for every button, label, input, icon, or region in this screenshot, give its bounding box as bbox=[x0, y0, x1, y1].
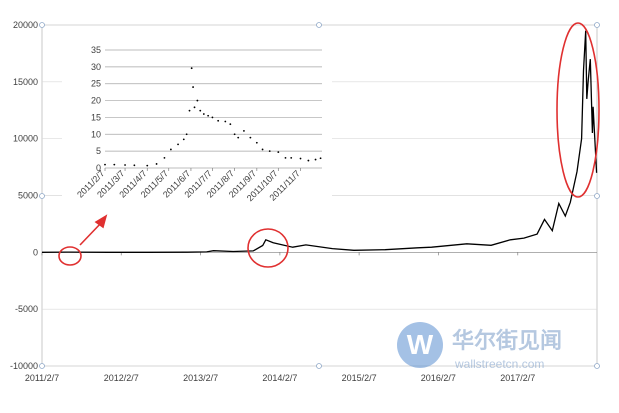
price-point bbox=[202, 113, 205, 115]
price-point bbox=[185, 133, 188, 136]
price-point bbox=[314, 158, 317, 161]
price-point bbox=[199, 109, 202, 112]
price-point bbox=[177, 143, 179, 146]
y-tick-label: 25 bbox=[91, 79, 101, 89]
inset-background bbox=[62, 38, 332, 233]
x-tick-label: 2012/2/7 bbox=[104, 373, 139, 383]
x-tick-label: 2013/2/7 bbox=[183, 373, 218, 383]
price-point bbox=[182, 138, 185, 141]
x-tick-label: 2011/2/7 bbox=[25, 373, 59, 383]
price-point bbox=[211, 116, 214, 119]
price-point bbox=[196, 99, 199, 102]
arrow-head bbox=[94, 214, 108, 229]
price-point bbox=[237, 136, 240, 139]
y-tick-label: 10 bbox=[91, 129, 101, 139]
price-point bbox=[299, 157, 302, 160]
price-point bbox=[290, 156, 293, 159]
watermark-title: 华尔街见闻 bbox=[452, 328, 562, 353]
y-tick-label: -10000 bbox=[10, 361, 38, 371]
price-point bbox=[207, 114, 210, 117]
price-line bbox=[41, 30, 598, 253]
price-point bbox=[155, 163, 158, 165]
y-tick-label: 20 bbox=[91, 96, 101, 106]
y-tick-label: 10000 bbox=[13, 134, 38, 144]
price-point bbox=[217, 119, 220, 122]
y-tick-label: 30 bbox=[91, 62, 101, 72]
watermark: W 华尔街见闻 wallstreetcn.com bbox=[397, 322, 562, 371]
price-point bbox=[233, 133, 236, 136]
y-tick-label: 5 bbox=[96, 146, 101, 156]
price-point bbox=[113, 163, 116, 166]
price-point bbox=[249, 136, 252, 139]
price-point bbox=[255, 141, 258, 144]
highlight-circle bbox=[556, 22, 600, 198]
y-tick-label: 15000 bbox=[13, 77, 38, 87]
y-tick-label: 35 bbox=[91, 45, 101, 55]
price-point bbox=[229, 123, 232, 126]
price-point bbox=[193, 106, 196, 109]
price-point bbox=[243, 130, 245, 132]
x-tick-label: 2017/2/7 bbox=[500, 373, 535, 383]
price-point bbox=[224, 120, 227, 123]
x-tick-label: 2016/2/7 bbox=[421, 373, 456, 383]
handles bbox=[39, 22, 600, 369]
price-point bbox=[146, 164, 149, 167]
y-tick-label: 5000 bbox=[18, 191, 38, 201]
price-point bbox=[284, 156, 287, 159]
watermark-logo-letter: W bbox=[407, 329, 434, 360]
price-point bbox=[104, 163, 106, 166]
price-point bbox=[124, 164, 126, 166]
y-tick-label: 20000 bbox=[13, 20, 38, 30]
price-point bbox=[307, 159, 310, 162]
price-point bbox=[261, 148, 264, 151]
price-point bbox=[268, 150, 271, 153]
price-point bbox=[169, 148, 172, 151]
price-point bbox=[277, 151, 280, 154]
price-point bbox=[192, 86, 194, 88]
watermark-logo bbox=[397, 322, 443, 368]
y-tick-label: 0 bbox=[96, 163, 101, 173]
x-tick-label: 2015/2/7 bbox=[342, 373, 377, 383]
highlights bbox=[58, 22, 600, 268]
price-point bbox=[190, 67, 193, 70]
price-point bbox=[163, 156, 166, 159]
highlight-circle bbox=[247, 228, 289, 268]
arrow bbox=[79, 221, 103, 246]
y-tick-label: -5000 bbox=[15, 304, 38, 314]
y-tick-label: 15 bbox=[91, 112, 101, 122]
price-point bbox=[319, 157, 322, 160]
x-tick-label: 2014/2/7 bbox=[262, 373, 297, 383]
price-point bbox=[133, 164, 136, 167]
highlight-circle bbox=[58, 246, 82, 266]
watermark-url: wallstreetcn.com bbox=[454, 357, 544, 371]
y-tick-label: 0 bbox=[33, 247, 38, 257]
price-point bbox=[188, 109, 191, 112]
